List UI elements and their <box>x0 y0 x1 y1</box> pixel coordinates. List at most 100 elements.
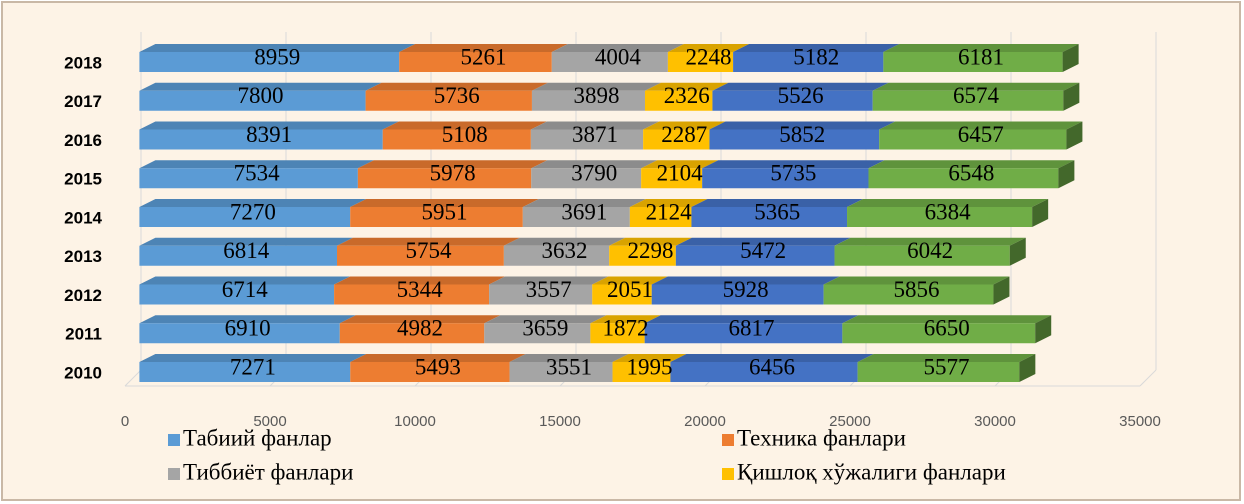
bar-top <box>365 82 548 91</box>
x-tick-label: 0 <box>121 413 129 430</box>
bar <box>612 362 671 382</box>
data-label: 6574 <box>953 83 1000 108</box>
x-tick-label: 10000 <box>394 413 436 430</box>
bar <box>702 168 869 189</box>
bar-top <box>357 160 548 169</box>
bar-top <box>531 82 661 91</box>
bar <box>842 323 1036 344</box>
bar <box>712 90 873 111</box>
bar <box>382 129 531 150</box>
bar-top <box>691 199 864 207</box>
bar-top <box>139 199 367 207</box>
bar-side <box>993 276 1010 305</box>
data-label: 6181 <box>958 44 1004 69</box>
bar-side <box>1066 121 1083 150</box>
bar <box>139 168 358 189</box>
data-label: 3898 <box>573 83 619 108</box>
bar <box>489 284 593 305</box>
y-tick-label: 2014 <box>64 208 102 227</box>
bar-top <box>590 315 661 324</box>
data-label: 5577 <box>923 354 969 379</box>
bar <box>667 52 734 72</box>
bar-top <box>847 199 1049 207</box>
bar <box>334 284 490 305</box>
data-label: 3790 <box>571 161 617 186</box>
data-label: 5182 <box>793 44 839 69</box>
data-label: 3632 <box>542 238 588 263</box>
bar-top <box>879 121 1083 130</box>
data-label: 2298 <box>628 238 674 263</box>
bar <box>530 129 644 150</box>
bar <box>399 52 552 72</box>
bar-side <box>1035 315 1052 344</box>
data-label: 6817 <box>729 316 775 341</box>
bar <box>590 323 645 344</box>
bar-top <box>350 199 539 207</box>
data-label: 6910 <box>225 316 271 341</box>
y-tick-label: 2015 <box>64 170 102 189</box>
data-label: 8959 <box>254 44 300 69</box>
bar-top <box>522 199 646 207</box>
data-label: 3691 <box>561 199 607 224</box>
data-label: 3557 <box>526 277 572 302</box>
data-label: 1995 <box>626 354 672 379</box>
bar <box>629 207 692 227</box>
bar-top <box>399 44 568 52</box>
bar-top <box>339 315 501 324</box>
bar-top <box>139 315 356 324</box>
data-label: 6384 <box>925 199 972 224</box>
bar <box>531 90 645 111</box>
bar-top <box>823 276 1010 285</box>
data-label: 3871 <box>572 122 618 147</box>
bar-top <box>857 354 1036 362</box>
bar-top <box>337 237 520 246</box>
x-tick-label: 35000 <box>1119 413 1161 430</box>
bar <box>365 90 532 111</box>
bar-top <box>629 199 708 207</box>
legend-label: Табиий фанлар <box>183 425 332 450</box>
bar <box>733 52 884 72</box>
bar <box>670 362 858 382</box>
bar-top <box>139 276 351 285</box>
y-tick-label: 2012 <box>64 286 102 305</box>
legend-label: Техника фанлари <box>737 425 906 450</box>
bar-top <box>350 354 526 362</box>
floor-grid-line <box>1139 369 1157 387</box>
bar-top <box>872 82 1080 91</box>
data-label: 6814 <box>223 238 270 263</box>
y-tick-label: 2013 <box>64 247 102 266</box>
bar <box>643 129 710 150</box>
bar-side <box>1032 199 1049 227</box>
data-label: 4982 <box>397 316 443 341</box>
bar-top <box>592 276 668 285</box>
data-label: 2287 <box>661 122 707 147</box>
bar-top <box>842 315 1052 324</box>
legend-swatch <box>722 468 734 480</box>
data-label: 5736 <box>434 83 480 108</box>
bar <box>350 362 510 382</box>
data-label: 2124 <box>646 199 693 224</box>
bar-side <box>1009 237 1026 266</box>
bar <box>709 129 880 150</box>
data-label: 5108 <box>442 122 488 147</box>
bar <box>872 90 1064 111</box>
bar-top <box>834 237 1026 246</box>
bar-top <box>509 354 629 362</box>
bar <box>651 284 824 305</box>
data-label: 2248 <box>685 44 731 69</box>
bar-top <box>612 354 687 362</box>
x-tick-label: 20000 <box>684 413 726 430</box>
bar-top <box>382 121 547 130</box>
data-label: 5261 <box>460 44 506 69</box>
legend-swatch <box>168 434 180 446</box>
bar-top <box>644 315 859 324</box>
bar <box>531 168 642 189</box>
x-tick-label: 25000 <box>829 413 871 430</box>
bar <box>357 168 532 189</box>
bar-side <box>1062 44 1079 72</box>
bar-top <box>609 237 692 246</box>
bar-top <box>531 160 658 169</box>
bar-top <box>139 354 367 362</box>
bar <box>139 362 351 382</box>
